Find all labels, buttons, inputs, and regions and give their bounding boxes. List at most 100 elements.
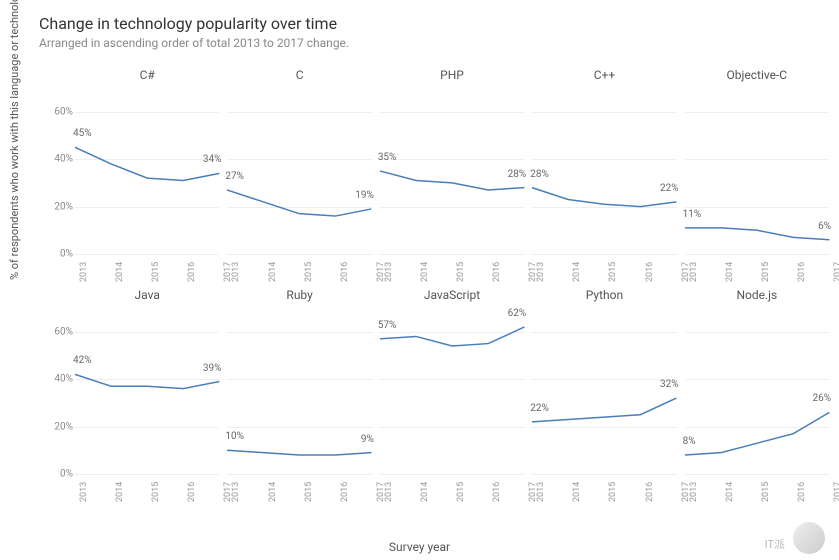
x-tick: 2013: [536, 262, 546, 282]
x-ticks: 20132014201520162017: [685, 254, 829, 290]
line-series: [685, 308, 829, 474]
x-tick: 2015: [761, 482, 771, 502]
end-label: 62%: [508, 308, 527, 319]
line-series: [532, 308, 676, 474]
panel: PHP35%28%20132014201520162017: [380, 70, 524, 290]
plot-area: 42% 39%: [75, 308, 219, 474]
line-series: [227, 88, 371, 254]
start-label: 8%: [683, 436, 696, 447]
y-tick: 20%: [54, 201, 73, 212]
plot-area: 45% 34%: [75, 88, 219, 254]
start-label: 10%: [225, 431, 244, 442]
panel-title: C: [227, 68, 371, 82]
x-tick: 2013: [231, 262, 241, 282]
start-label: 57%: [378, 320, 397, 331]
plot-area: 10% 9%: [227, 308, 371, 474]
panel: Python 22%32%20132014201520162017: [532, 290, 676, 510]
plot-area: 22%32%: [532, 308, 676, 474]
line-series: [75, 308, 219, 474]
x-ticks: 20132014201520162017: [380, 474, 524, 510]
x-tick: 2014: [115, 482, 125, 502]
line-series: [380, 308, 524, 474]
panel: C#45%34%20132014201520162017: [75, 70, 219, 290]
line-series: [685, 88, 829, 254]
plot-area: 11% 6%: [685, 88, 829, 254]
x-tick: 2013: [689, 262, 699, 282]
y-tick: 40%: [54, 374, 73, 385]
x-tick: 2016: [797, 482, 807, 502]
header: Change in technology popularity over tim…: [0, 0, 839, 50]
x-tick: 2017: [833, 482, 839, 502]
y-tick: 60%: [54, 106, 73, 117]
panel: Node.js8%26%20132014201520162017: [685, 290, 829, 510]
start-label: 28%: [530, 169, 549, 180]
x-tick: 2015: [608, 262, 618, 282]
y-axis: 0%20%40%60%: [39, 70, 75, 290]
plot-area: 57% 62%: [380, 308, 524, 474]
end-label: 9%: [361, 434, 374, 445]
x-ticks: 20132014201520162017: [227, 474, 371, 510]
plot-area: 35% 28%: [380, 88, 524, 254]
end-label: 26%: [812, 393, 831, 404]
panel-title: C++: [532, 68, 676, 82]
x-tick: 2014: [115, 262, 125, 282]
x-tick: 2015: [151, 262, 161, 282]
x-tick: 2013: [79, 262, 89, 282]
x-tick: 2013: [384, 262, 394, 282]
plot-area: 27%19%: [227, 88, 371, 254]
x-tick: 2015: [761, 262, 771, 282]
x-tick: 2016: [492, 482, 502, 502]
watermark-icon: [793, 522, 825, 554]
panel: JavaScript57%62%20132014201520162017: [380, 290, 524, 510]
chart-grid: 0% 20% 40% 60% C# 45% 34% 20132014201520162017 C…: [39, 70, 829, 510]
x-ticks: 20132014201520162017: [685, 474, 829, 510]
x-tick: 2016: [797, 262, 807, 282]
y-axis: 0% 20% 40% 60%: [39, 290, 75, 510]
chart-subtitle: Arranged in ascending order of total 201…: [39, 36, 839, 50]
x-tick: 2014: [572, 262, 582, 282]
panel-title: Java: [75, 288, 219, 302]
x-tick: 2013: [79, 482, 89, 502]
x-ticks: 20132014201520162017: [75, 474, 219, 510]
x-tick: 2017: [833, 262, 839, 282]
panel: Ruby10%9%20132014201520162017: [227, 290, 371, 510]
y-tick: 20%: [54, 421, 73, 432]
x-tick: 2015: [456, 262, 466, 282]
end-label: 6%: [818, 221, 831, 232]
x-ticks: 20132014201520162017: [75, 254, 219, 290]
x-axis-label: Survey year: [389, 540, 450, 554]
x-ticks: 20132014201520162017: [227, 254, 371, 290]
x-tick: 2015: [304, 262, 314, 282]
panel: Java42%39%20132014201520162017: [75, 290, 219, 510]
panel-title: Python: [532, 288, 676, 302]
start-label: 42%: [73, 355, 92, 366]
y-axis-label: % of respondents who work with this lang…: [8, 0, 21, 280]
y-tick: 0%: [60, 249, 73, 260]
chart-title: Change in technology popularity over tim…: [39, 14, 839, 33]
watermark-text: IT派: [765, 536, 785, 552]
panel-title: Objective-C: [685, 68, 829, 82]
x-tick: 2016: [187, 262, 197, 282]
start-label: 35%: [378, 152, 397, 163]
start-label: 45%: [73, 128, 92, 139]
y-tick: 60%: [54, 326, 73, 337]
x-tick: 2013: [689, 482, 699, 502]
panel-title: PHP: [380, 68, 524, 82]
x-tick: 2014: [725, 262, 735, 282]
end-label: 28%: [508, 169, 527, 180]
end-label: 39%: [203, 363, 222, 374]
panel-title: Node.js: [685, 288, 829, 302]
end-label: 34%: [203, 154, 222, 165]
y-tick: 0%: [60, 469, 73, 480]
start-label: 11%: [683, 209, 702, 220]
end-label: 19%: [355, 190, 374, 201]
panel-title: C#: [75, 68, 219, 82]
panel: Objective-C11%6%20132014201520162017: [685, 70, 829, 290]
x-tick: 2014: [725, 482, 735, 502]
x-tick: 2016: [645, 262, 655, 282]
end-label: 22%: [660, 183, 679, 194]
x-ticks: 20132014201520162017: [532, 474, 676, 510]
x-tick: 2014: [268, 482, 278, 502]
line-series: [227, 308, 371, 474]
plot-area: 28% 22%: [532, 88, 676, 254]
